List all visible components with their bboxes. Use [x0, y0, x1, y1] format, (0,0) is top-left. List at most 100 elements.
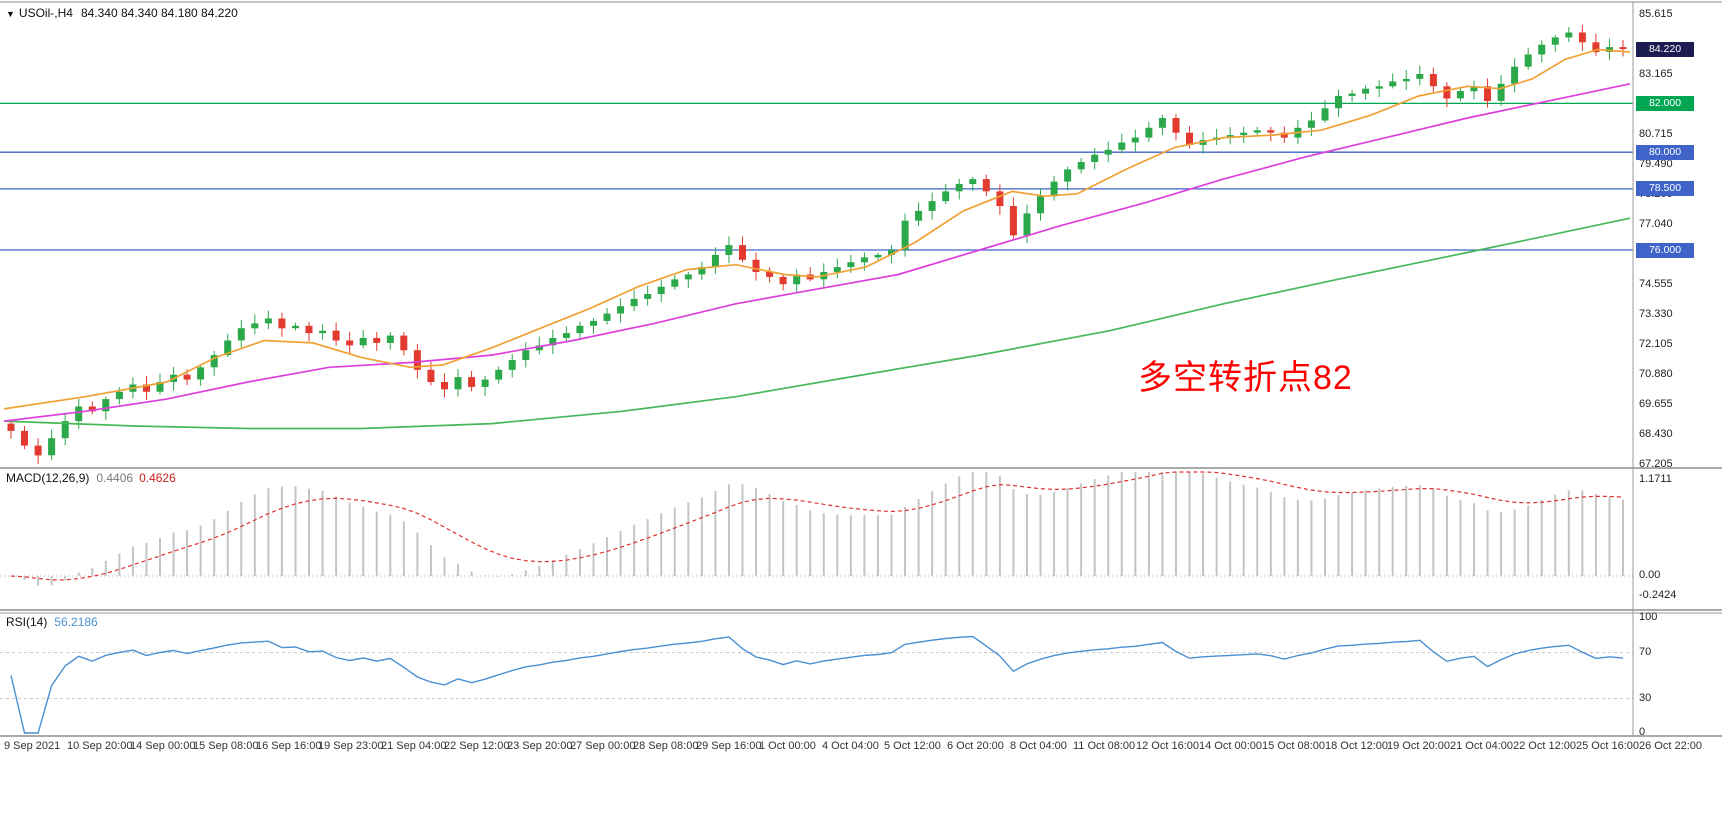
- candle-body: [305, 325, 313, 334]
- time-axis-label: 22 Sep 12:00: [444, 740, 510, 752]
- candle-body: [996, 191, 1004, 207]
- candle-body: [7, 423, 15, 431]
- candle-body: [590, 320, 597, 326]
- candle-body: [1158, 118, 1166, 128]
- candle-body: [454, 377, 462, 390]
- candle-body: [1335, 96, 1342, 109]
- time-axis-label: 5 Oct 12:00: [884, 740, 941, 752]
- candle-body: [522, 350, 530, 360]
- time-axis-label: 11 Oct 08:00: [1073, 740, 1136, 752]
- candle-body: [210, 355, 218, 368]
- annotation-text: 多空转折点82: [1138, 359, 1353, 397]
- candle-body: [1253, 130, 1261, 133]
- price-axis-tick: 77.040: [1639, 218, 1673, 230]
- candle-body: [1131, 137, 1139, 143]
- candle-body: [413, 350, 421, 370]
- candle-body: [630, 298, 638, 307]
- time-axis-label: 4 Oct 04:00: [822, 740, 879, 752]
- candle-body: [143, 384, 150, 392]
- macd-pane: [0, 471, 1633, 586]
- current-price-price-box[interactable]: 84.220: [1636, 42, 1694, 57]
- time-axis-label: 21 Sep 04:00: [381, 740, 447, 752]
- ohlc-values: 84.340 84.340 84.180 84.220: [80, 6, 238, 20]
- candle-body: [61, 421, 69, 439]
- time-axis-label: 22 Oct 12:00: [1513, 740, 1576, 752]
- candle-body: [1524, 54, 1532, 67]
- candle-body: [102, 399, 110, 412]
- candle-body: [955, 184, 963, 192]
- candle-body: [508, 360, 516, 370]
- candle-body: [48, 438, 56, 456]
- price-axis-tick: 69.655: [1639, 398, 1673, 410]
- pivot-level-price-box[interactable]: 82.000: [1636, 96, 1694, 111]
- candle-body: [915, 210, 923, 221]
- candle-body: [251, 323, 259, 329]
- candle-body: [332, 330, 340, 341]
- candle-body: [373, 338, 381, 343]
- time-axis-label: 9 Sep 2021: [4, 740, 61, 752]
- candle-body: [278, 318, 286, 329]
- candle-body: [183, 374, 191, 380]
- candle-body: [75, 406, 83, 422]
- candle-body: [1619, 47, 1627, 50]
- time-axis-label: 14 Oct 00:00: [1199, 740, 1262, 752]
- candle-body: [860, 257, 868, 263]
- time-axis: 9 Sep 2021 10 Sep 20:00 14 Sep 00:00 15 Sep…: [0, 737, 1722, 759]
- macd-signal-value: 0.4626: [139, 471, 176, 485]
- chart-header: ▼ USOil-,H4 84.340 84.340 84.180 84.220: [6, 6, 238, 20]
- candle-body: [1226, 135, 1234, 138]
- candle-body: [644, 294, 652, 299]
- price-axis-tick: 79.490: [1639, 158, 1673, 170]
- price-axis: 85.61583.16580.71579.49078.26577.04075.7…: [1636, 0, 1722, 760]
- candle-body: [1429, 74, 1437, 87]
- candle-body: [549, 338, 557, 346]
- candle-body: [1606, 47, 1613, 52]
- candle-body: [1538, 44, 1546, 55]
- candle-body: [1551, 37, 1559, 45]
- candle-body: [1592, 42, 1600, 53]
- candle-body: [224, 340, 232, 356]
- price-axis-tick: 68.430: [1639, 428, 1673, 440]
- macd-main-value: 0.4406: [96, 471, 134, 485]
- candle-body: [197, 367, 205, 380]
- candle-body: [88, 406, 96, 412]
- candle-body: [793, 274, 801, 285]
- macd-signal-line: [10, 471, 1624, 581]
- candle-body: [711, 254, 719, 268]
- support-level-price-box[interactable]: 76.000: [1636, 243, 1694, 258]
- candle-body: [888, 250, 895, 255]
- candle-body: [21, 430, 28, 446]
- candle-body: [1064, 169, 1072, 182]
- rsi-axis-tick: 0: [1639, 726, 1646, 738]
- candle-body: [386, 335, 394, 343]
- support-level-price-box[interactable]: 80.000: [1636, 145, 1694, 160]
- macd-axis-tick: 1.1711: [1639, 473, 1672, 485]
- price-axis-tick: 72.105: [1639, 338, 1673, 350]
- candle-body: [725, 245, 733, 255]
- support-level-price-box[interactable]: 78.500: [1636, 181, 1694, 196]
- candle-body: [1091, 154, 1099, 162]
- candle-body: [319, 330, 327, 334]
- candle-body: [833, 267, 841, 272]
- time-axis-label: 6 Oct 20:00: [947, 740, 1004, 752]
- collapse-indicator-icon[interactable]: ▼: [6, 9, 15, 19]
- candle-body: [1484, 86, 1491, 101]
- price-axis-tick: 74.555: [1639, 278, 1673, 290]
- candle-body: [766, 272, 774, 277]
- candle-body: [34, 445, 42, 456]
- candle-body: [1077, 162, 1085, 170]
- candle-body: [562, 333, 570, 338]
- candle-body: [1267, 130, 1275, 133]
- candle-body: [1307, 120, 1315, 128]
- time-axis-label: 19 Sep 23:00: [318, 740, 384, 752]
- time-axis-label: 18 Oct 12:00: [1325, 740, 1388, 752]
- candle-body: [901, 220, 909, 250]
- candle-body: [156, 382, 164, 392]
- time-axis-label: 25 Oct 16:00: [1576, 740, 1639, 752]
- candle-body: [576, 325, 584, 334]
- candle-body: [1375, 86, 1383, 89]
- time-axis-label: 10 Sep 20:00: [67, 740, 133, 752]
- candle-body: [617, 306, 625, 314]
- candle-body: [1416, 74, 1424, 79]
